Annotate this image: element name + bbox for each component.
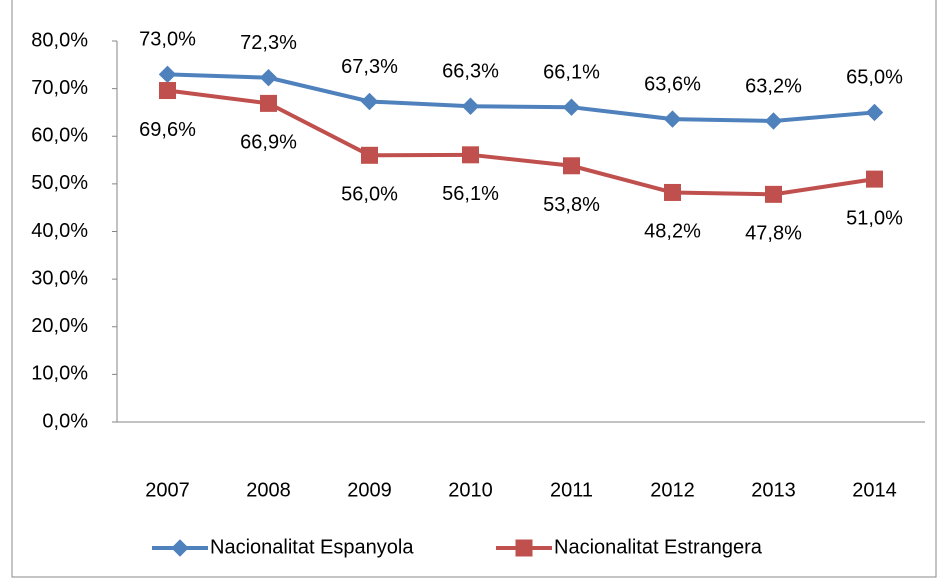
point <box>664 183 681 201</box>
point <box>764 112 783 130</box>
y-tick-label: 50,0% <box>31 172 88 194</box>
point <box>765 185 782 203</box>
data-label: 69,6% <box>139 119 196 141</box>
legend-label: Nacionalitat Estrangera <box>554 536 763 558</box>
data-label: 48,2% <box>644 221 701 243</box>
y-tick-label: 20,0% <box>31 315 88 337</box>
y-tick-label: 80,0% <box>31 29 88 51</box>
data-label: 66,9% <box>240 132 297 154</box>
y-tick-label: 70,0% <box>31 77 88 99</box>
data-label: 63,2% <box>745 75 802 97</box>
point <box>663 110 682 128</box>
legend-marker <box>171 539 189 557</box>
data-label: 47,8% <box>745 223 802 245</box>
point <box>260 94 277 112</box>
data-label: 73,0% <box>139 29 196 51</box>
data-label: 56,1% <box>442 183 499 205</box>
point <box>462 146 479 164</box>
point <box>361 146 378 164</box>
y-tick-label: 60,0% <box>31 125 88 147</box>
x-tick-label: 2014 <box>852 479 897 501</box>
data-label: 65,0% <box>846 67 903 89</box>
data-label: 63,6% <box>644 73 701 95</box>
point <box>259 68 278 87</box>
legend-marker <box>515 539 533 557</box>
data-label: 53,8% <box>543 194 600 216</box>
x-tick-label: 2011 <box>550 479 593 501</box>
y-tick-label: 40,0% <box>31 220 88 242</box>
y-tick-label: 30,0% <box>31 267 88 289</box>
legend-label: Nacionalitat Espanyola <box>210 536 414 558</box>
x-tick-label: 2013 <box>751 479 796 501</box>
point <box>865 103 884 122</box>
x-tick-label: 2009 <box>347 479 392 501</box>
point <box>159 82 176 100</box>
x-tick-label: 2012 <box>650 479 695 501</box>
data-label: 72,3% <box>240 32 297 54</box>
series-line <box>167 72 875 124</box>
point <box>360 92 379 111</box>
y-tick-label: 10,0% <box>31 363 88 385</box>
point <box>866 170 883 188</box>
data-label: 51,0% <box>846 207 903 229</box>
x-tick-label: 2010 <box>448 479 493 501</box>
point <box>563 157 580 175</box>
data-label: 56,0% <box>341 184 398 206</box>
data-label: 66,3% <box>442 61 499 83</box>
y-tick-label: 0,0% <box>42 410 88 432</box>
point <box>461 97 480 115</box>
data-label: 67,3% <box>341 56 398 78</box>
x-tick-label: 2008 <box>246 479 291 501</box>
x-tick-label: 2007 <box>145 479 190 501</box>
data-label: 66,1% <box>543 61 600 83</box>
series-line <box>167 88 875 197</box>
point <box>562 98 581 116</box>
